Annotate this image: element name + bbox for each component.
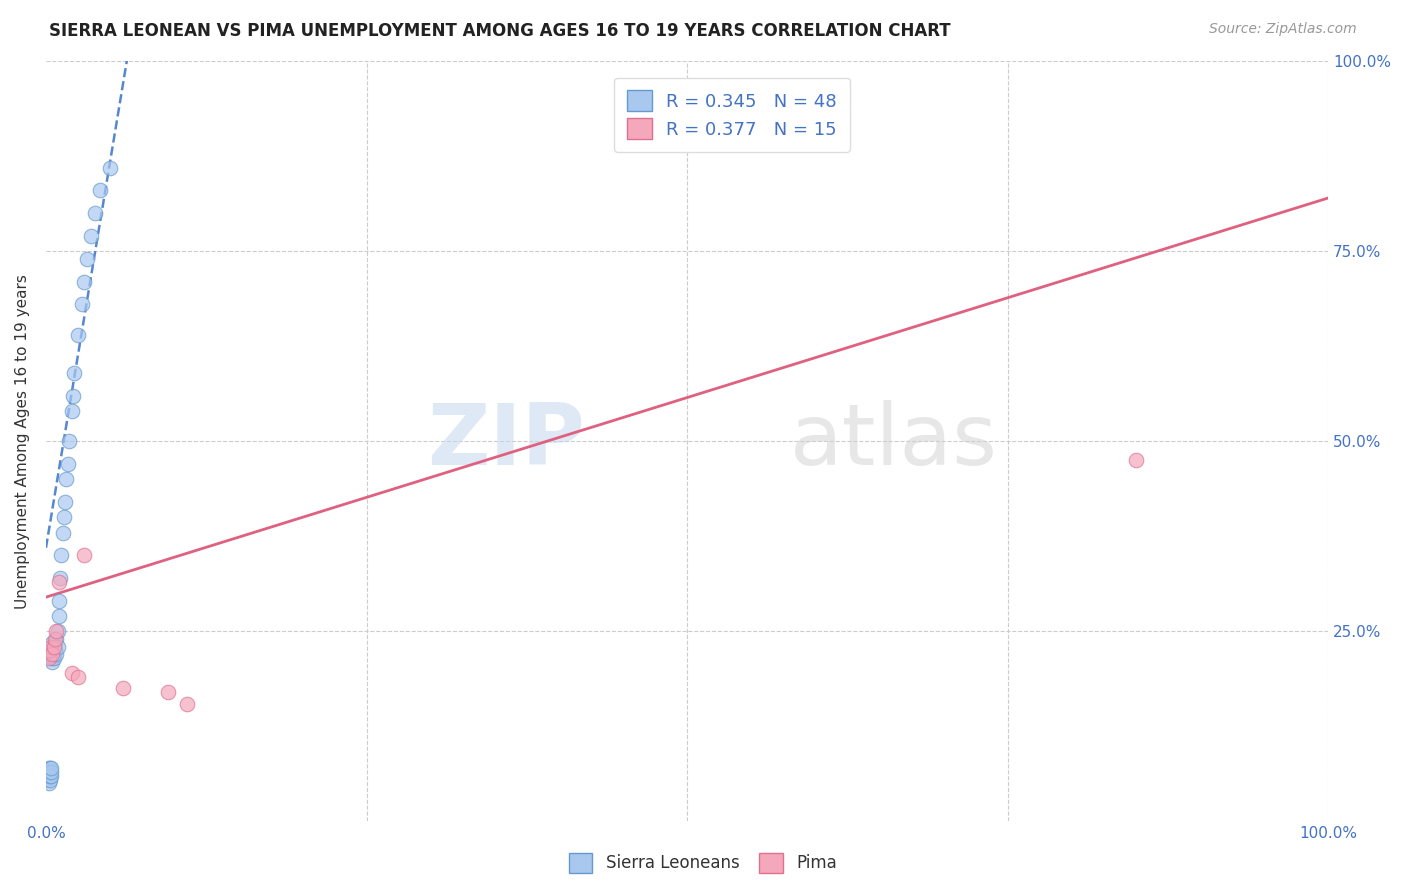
Point (80, 229, 103, 244)
Point (44, 643, 66, 657)
Point (98, 161, 121, 175)
Point (38, 765, 60, 780)
Point (52, 510, 75, 524)
Y-axis label: Unemployment Among Ages 16 to 19 years: Unemployment Among Ages 16 to 19 years (15, 274, 30, 608)
Point (46, 624, 69, 639)
Point (1125, 453, 1147, 467)
Point (58, 434, 80, 449)
Point (45, 624, 67, 639)
Point (45, 632, 67, 646)
Point (38, 772, 60, 787)
Point (38, 761, 60, 775)
Text: atlas: atlas (790, 400, 998, 483)
Point (63, 366, 86, 380)
Point (38, 776, 60, 790)
Text: Source: ZipAtlas.com: Source: ZipAtlas.com (1209, 22, 1357, 37)
Point (39, 640, 62, 654)
Point (60, 404, 83, 418)
Point (42, 651, 65, 665)
Point (42, 647, 65, 661)
Point (37, 765, 59, 780)
Point (37, 772, 59, 787)
Point (38, 761, 60, 775)
Point (89, 183, 111, 197)
Point (56, 457, 79, 471)
Point (111, 681, 134, 696)
Point (41, 640, 63, 654)
Point (39, 769, 62, 783)
Point (53, 495, 76, 509)
Point (44, 632, 66, 646)
Point (62, 389, 84, 403)
Point (60, 666, 83, 681)
Point (73, 549, 96, 563)
Point (83, 206, 105, 220)
Point (46, 640, 69, 654)
Point (48, 574, 70, 589)
Text: ZIP: ZIP (427, 400, 585, 483)
Text: SIERRA LEONEAN VS PIMA UNEMPLOYMENT AMONG AGES 16 TO 19 YEARS CORRELATION CHART: SIERRA LEONEAN VS PIMA UNEMPLOYMENT AMON… (49, 22, 950, 40)
Point (48, 609, 70, 624)
Point (38, 769, 60, 783)
Point (41, 647, 63, 661)
Point (44, 636, 66, 650)
Point (41, 655, 63, 669)
Point (41, 636, 63, 650)
Point (66, 670, 89, 684)
Point (39, 765, 62, 780)
Point (42, 640, 65, 654)
Legend: Sierra Leoneans, Pima: Sierra Leoneans, Pima (562, 847, 844, 880)
Point (52, 525, 75, 540)
Point (73, 275, 96, 289)
Point (48, 594, 70, 608)
Point (38, 769, 60, 783)
Legend: R = 0.345   N = 48, R = 0.377   N = 15: R = 0.345 N = 48, R = 0.377 N = 15 (614, 78, 849, 152)
Point (76, 252, 98, 266)
Point (49, 571, 72, 585)
Point (51, 549, 73, 563)
Point (41, 651, 63, 665)
Point (39, 761, 62, 775)
Point (156, 685, 179, 699)
Point (38, 651, 60, 665)
Point (66, 327, 89, 342)
Point (55, 472, 77, 486)
Point (176, 697, 198, 711)
Point (38, 643, 60, 657)
Point (42, 640, 65, 654)
Point (45, 647, 67, 661)
Point (41, 643, 63, 657)
Point (70, 297, 93, 311)
Point (41, 647, 63, 661)
